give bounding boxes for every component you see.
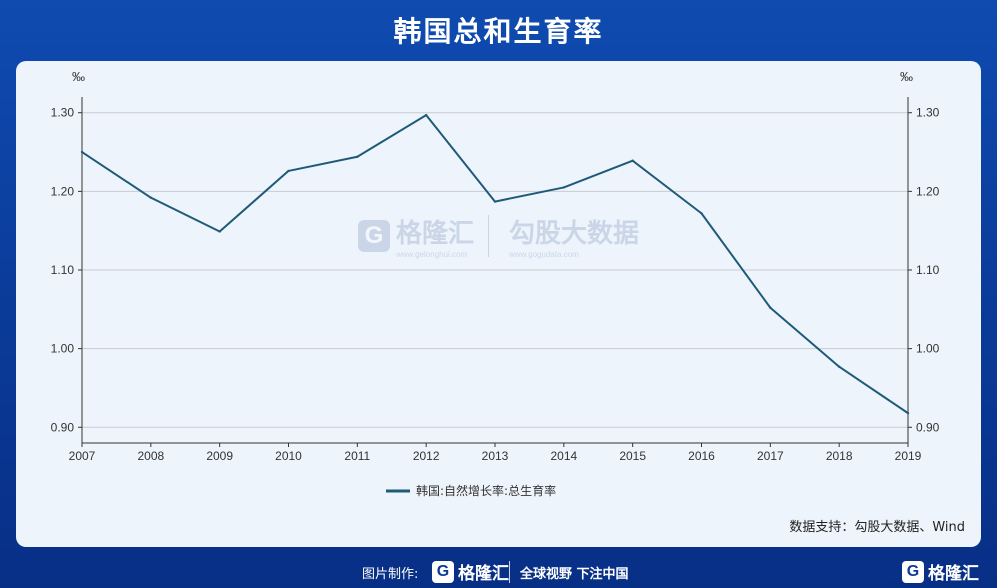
x-tick-label: 2014 [550, 449, 577, 463]
x-tick-label: 2013 [482, 449, 509, 463]
x-tick-label: 2017 [757, 449, 784, 463]
watermark-partner: 勾股大数据 [509, 219, 640, 249]
data-point [287, 169, 290, 173]
x-tick-label: 2009 [206, 449, 233, 463]
y-tick-label-right: 1.30 [916, 106, 940, 120]
data-point [562, 186, 566, 189]
y-tick-label-left: 1.10 [51, 263, 75, 277]
footer-made-by: 图片制作: [362, 567, 419, 582]
data-point [356, 155, 359, 158]
data-point [631, 159, 634, 162]
data-source: 数据支持：勾股大数据、Wind [789, 520, 965, 535]
brand-logo-icon: G [358, 220, 390, 252]
footer: 图片制作: G 格隆汇 全球视野 下注中国 G 格隆汇 [0, 556, 997, 588]
watermark-partner-url: www.gogudata.com [509, 250, 579, 259]
footer-logo-icon: G [432, 560, 454, 583]
x-tick-label: 2016 [688, 449, 715, 463]
y-tick-label-left: 1.30 [51, 106, 75, 120]
line-chart: 0.90 0.90 1.00 1.00 1.10 1.10 1.20 1.20 1.30 1.30… [51, 69, 940, 498]
watermark-brand: 格隆汇 [396, 219, 475, 249]
y-unit-right: ‰ [900, 69, 913, 84]
footer-logo: G 格隆汇 [432, 559, 509, 584]
footer-right-brand: 格隆汇 [928, 564, 979, 584]
y-tick-label-left: 1.20 [51, 184, 75, 198]
footer-divider [509, 561, 510, 583]
page-title: 韩国总和生育率 [393, 15, 604, 48]
y-tick-label-right: 0.90 [916, 420, 940, 434]
x-tick-label: 2012 [413, 449, 440, 463]
x-tick-label: 2018 [826, 449, 853, 463]
data-point [906, 411, 910, 415]
footer-brand: 格隆汇 [458, 564, 509, 584]
data-point [769, 306, 772, 309]
data-point [80, 150, 84, 154]
data-point [218, 230, 221, 233]
y-unit-left: ‰ [72, 69, 85, 84]
legend-label: 韩国:自然增长率:总生育率 [416, 483, 556, 498]
watermark: G 格隆汇 www.gelonghui.com 勾股大数据 www.goguda… [358, 213, 639, 259]
x-tick-label: 2011 [344, 449, 370, 463]
data-point [493, 200, 497, 203]
y-tick-label-left: 1.00 [51, 342, 75, 356]
chart-panel: 0.90 0.90 1.00 1.00 1.10 1.10 1.20 1.20 1.30 1.30… [16, 61, 981, 547]
watermark-divider [488, 215, 490, 257]
series-line [81, 114, 909, 414]
x-tick-label: 2007 [69, 449, 96, 463]
y-tick-label-right: 1.20 [916, 184, 940, 198]
x-tick-label: 2015 [619, 449, 646, 463]
x-tick-label: 2008 [137, 449, 164, 463]
data-point [424, 113, 428, 117]
watermark-brand-url: www.gelonghui.com [396, 250, 468, 259]
x-tick-label: 2019 [895, 449, 922, 463]
y-tick-label-right: 1.00 [916, 342, 940, 356]
data-point [700, 212, 703, 215]
data-point [149, 196, 153, 199]
y-tick-label-left: 0.90 [51, 420, 75, 434]
footer-right-logo: G 格隆汇 [902, 559, 979, 584]
y-tick-label-right: 1.10 [916, 263, 940, 277]
x-tick-label: 2010 [275, 449, 302, 463]
data-point [837, 365, 841, 368]
footer-slogan: 全球视野 下注中国 [520, 567, 629, 582]
footer-right-logo-icon: G [902, 560, 924, 583]
